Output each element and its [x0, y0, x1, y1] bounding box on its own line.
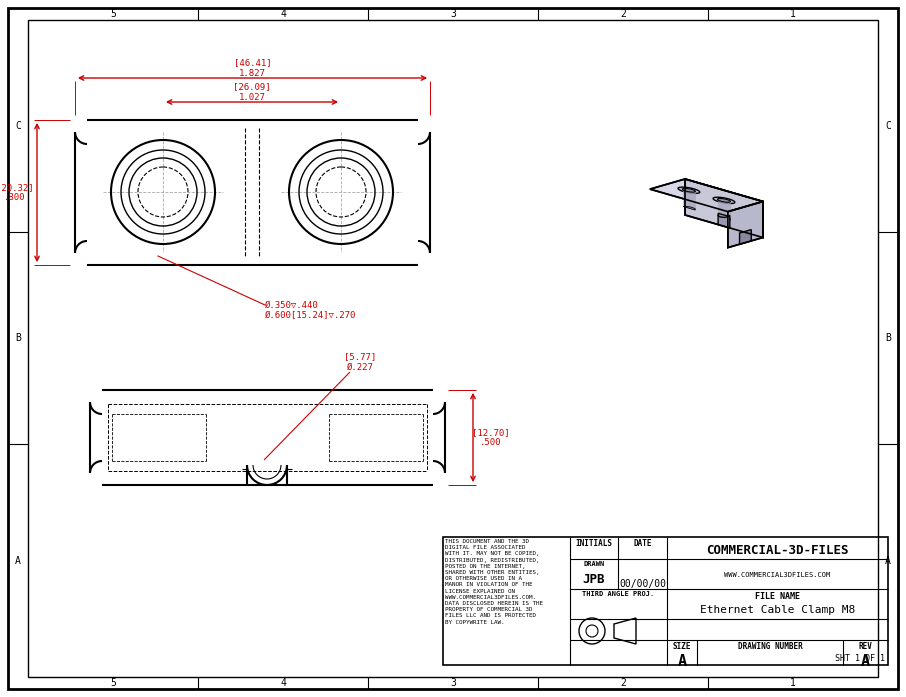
Text: C: C [885, 121, 891, 131]
Polygon shape [650, 179, 763, 212]
Text: DRAWING NUMBER: DRAWING NUMBER [737, 642, 803, 651]
Text: [12.70]
.500: [12.70] .500 [472, 428, 510, 447]
Text: Ethernet Cable Clamp M8: Ethernet Cable Clamp M8 [699, 605, 855, 615]
Text: B: B [15, 333, 21, 343]
Text: [5.77]
Ø.227: [5.77] Ø.227 [344, 352, 376, 372]
Text: 00/00/00: 00/00/00 [619, 579, 666, 589]
Text: 5: 5 [110, 678, 116, 688]
Text: THIRD ANGLE PROJ.: THIRD ANGLE PROJ. [583, 591, 655, 597]
Text: 2: 2 [620, 678, 626, 688]
Text: [46.41]
1.827: [46.41] 1.827 [234, 59, 271, 77]
Polygon shape [713, 197, 735, 204]
Text: A: A [678, 654, 687, 669]
Text: [26.09]
1.027: [26.09] 1.027 [233, 82, 271, 102]
Text: JPB: JPB [583, 573, 605, 586]
Text: 5: 5 [110, 9, 116, 19]
Text: COMMERCIAL-3D-FILES: COMMERCIAL-3D-FILES [707, 544, 849, 556]
Text: DATE: DATE [633, 539, 651, 548]
Text: SHT 1 OF 1: SHT 1 OF 1 [835, 654, 885, 663]
Polygon shape [685, 179, 763, 238]
Text: 4: 4 [280, 678, 286, 688]
Text: A: A [885, 556, 891, 565]
Text: 1: 1 [790, 678, 796, 688]
Text: 3: 3 [450, 9, 456, 19]
Text: Ø.350▽.440
Ø.600[15.24]▽.270: Ø.350▽.440 Ø.600[15.24]▽.270 [265, 300, 356, 320]
Text: [20.32]
.800: [20.32] .800 [0, 183, 34, 202]
Text: DRAWN: DRAWN [583, 561, 604, 567]
Text: 3: 3 [450, 678, 456, 688]
Text: 1: 1 [790, 9, 796, 19]
Text: B: B [885, 333, 891, 343]
Text: INITIALS: INITIALS [575, 539, 612, 548]
Text: A: A [861, 654, 870, 669]
Text: WWW.COMMERCIAL3DFILES.COM: WWW.COMMERCIAL3DFILES.COM [725, 572, 831, 578]
Text: 2: 2 [620, 9, 626, 19]
Text: SIZE: SIZE [673, 642, 691, 651]
Text: REV: REV [859, 642, 872, 651]
Text: C: C [15, 121, 21, 131]
Polygon shape [718, 213, 730, 228]
Text: 4: 4 [280, 9, 286, 19]
Polygon shape [728, 201, 763, 247]
Polygon shape [718, 199, 730, 202]
Polygon shape [683, 206, 696, 210]
Polygon shape [682, 188, 696, 192]
Text: THIS DOCUMENT AND THE 3D
DIGITAL FILE ASSOCIATED
WITH IT. MAY NOT BE COPIED,
DIS: THIS DOCUMENT AND THE 3D DIGITAL FILE AS… [445, 539, 543, 625]
Bar [443, 537, 888, 665]
Polygon shape [678, 187, 699, 193]
Polygon shape [718, 217, 730, 220]
Text: A: A [15, 556, 21, 565]
Text: FILE NAME: FILE NAME [755, 592, 800, 601]
Polygon shape [739, 229, 751, 244]
